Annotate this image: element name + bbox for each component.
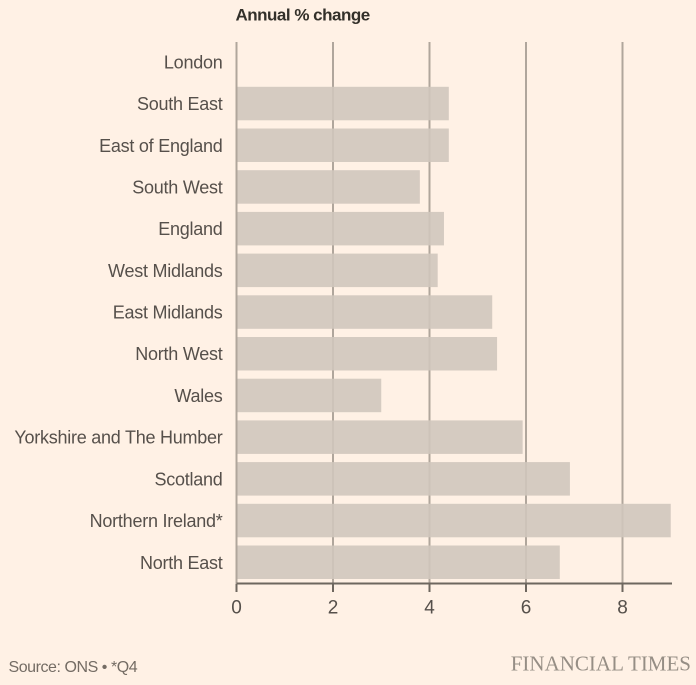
svg-text:North West: North West [135,344,222,364]
svg-text:East of England: East of England [99,136,222,156]
svg-text:Wales: Wales [174,386,222,406]
svg-text:Northern Ireland*: Northern Ireland* [90,511,223,531]
svg-text:Yorkshire and The Humber: Yorkshire and The Humber [14,428,222,448]
svg-text:London: London [164,52,223,72]
svg-text:West Midlands: West Midlands [108,261,223,281]
svg-text:2: 2 [328,598,339,619]
svg-text:Source: ONS • *Q4: Source: ONS • *Q4 [9,659,138,676]
svg-text:6: 6 [521,598,532,619]
svg-text:England: England [158,219,222,239]
svg-text:Scotland: Scotland [154,469,222,489]
svg-text:Annual % change: Annual % change [236,6,370,25]
svg-text:0: 0 [231,598,242,619]
svg-text:North East: North East [140,553,223,573]
svg-text:South West: South West [132,178,222,198]
svg-text:South East: South East [137,94,223,114]
svg-text:4: 4 [424,598,435,619]
svg-text:8: 8 [617,598,628,619]
svg-text:FINANCIAL TIMES: FINANCIAL TIMES [511,652,691,676]
svg-text:East Midlands: East Midlands [113,303,223,323]
